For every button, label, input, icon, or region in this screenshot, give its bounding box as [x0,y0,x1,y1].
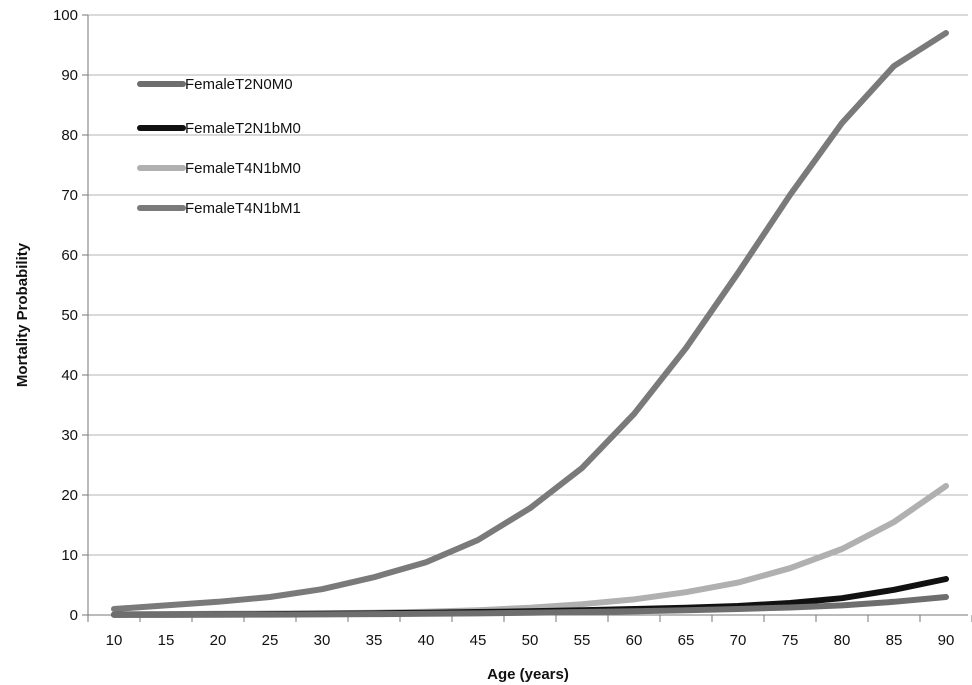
series-lines [111,30,949,618]
x-tick-label-85: 85 [886,632,903,649]
x-tick-label-30: 30 [314,632,331,649]
x-tick-label-60: 60 [626,632,643,649]
legend: FemaleT2N0M0 FemaleT2N1bM0 FemaleT4N1bM0 Fe… [137,76,301,217]
y-axis-title: Mortality Probability [14,242,31,387]
x-tick-label-45: 45 [470,632,487,649]
x-tick-label-25: 25 [262,632,279,649]
x-tick-label-70: 70 [730,632,747,649]
y-tick-label-60: 60 [61,247,78,264]
legend-label-FemaleT4N1bM0: FemaleT4N1bM0 [185,160,301,177]
x-tick-label-80: 80 [834,632,851,649]
x-tick-label-15: 15 [158,632,175,649]
y-tick-label-70: 70 [61,187,78,204]
x-tick-label-65: 65 [678,632,695,649]
x-tick-label-10: 10 [106,632,123,649]
legend-label-FemaleT2N0M0: FemaleT2N0M0 [185,76,293,93]
legend-label-FemaleT2N1bM0: FemaleT2N1bM0 [185,120,301,137]
y-tick-label-0: 0 [70,607,78,624]
x-tick-label-90: 90 [938,632,955,649]
gridlines [88,14,968,556]
x-axis-title: Age (years) [487,666,569,683]
y-tick-label-90: 90 [61,67,78,84]
y-tick-label-30: 30 [61,427,78,444]
y-tick-label-20: 20 [61,487,78,504]
series-line-FemaleT4N1bM1 [111,30,949,612]
x-tick-label-75: 75 [782,632,799,649]
x-tick-label-20: 20 [210,632,227,649]
x-tick-label-55: 55 [574,632,591,649]
y-axis-ticks: 0 10 20 30 40 50 60 70 80 90 100 [53,7,88,624]
y-tick-label-80: 80 [61,127,78,144]
x-tick-label-40: 40 [418,632,435,649]
x-tick-label-35: 35 [366,632,383,649]
y-tick-label-100: 100 [53,7,78,24]
series-line-FemaleT2N1bM0 [111,576,949,618]
y-tick-label-40: 40 [61,367,78,384]
x-tick-label-50: 50 [522,632,539,649]
y-tick-label-50: 50 [61,307,78,324]
series-line-FemaleT2N0M0 [111,594,949,618]
y-tick-label-10: 10 [61,547,78,564]
legend-label-FemaleT4N1bM1: FemaleT4N1bM1 [185,200,301,217]
x-axis-ticks: 10 15 20 25 30 35 40 45 50 55 60 65 70 75 80 85 90 [87,615,972,649]
